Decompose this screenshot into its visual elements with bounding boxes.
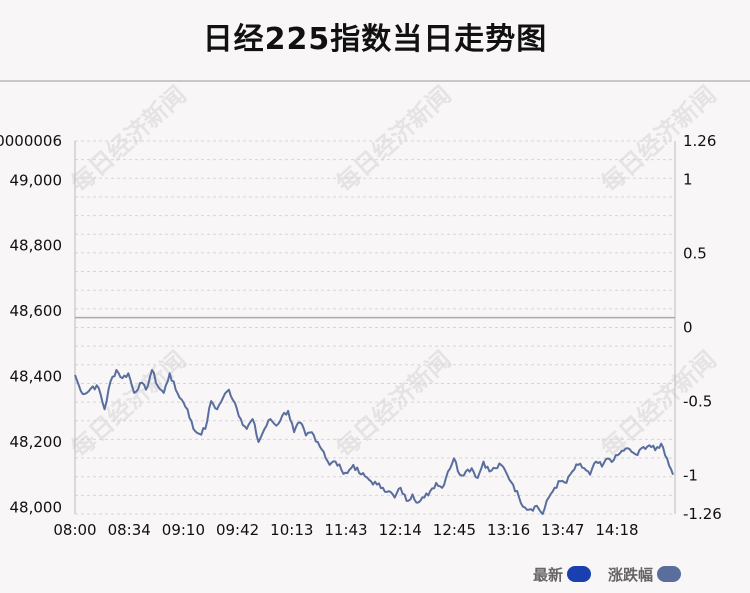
- y-tick-label: 48,600: [10, 302, 63, 320]
- y2-tick-label: -1.26: [683, 505, 722, 523]
- legend-change-label: 涨跌幅: [608, 565, 654, 584]
- x-tick-label: 11:43: [324, 521, 367, 539]
- y-tick-label: 49,000: [10, 171, 63, 189]
- x-tick-label: 13:47: [541, 521, 584, 539]
- x-tick-label: 13:16: [487, 521, 530, 539]
- x-tick-label: 10:13: [270, 521, 313, 539]
- x-tick-label: 09:42: [216, 521, 259, 539]
- y2-tick-label: -1: [683, 467, 698, 485]
- y2-tick-label: 0.5: [683, 244, 707, 262]
- chart-title: 日经225指数当日走势图: [202, 22, 548, 57]
- legend-latest-swatch: [567, 566, 592, 582]
- y2-tick-label: 1: [683, 170, 693, 188]
- legend-change-swatch: [657, 566, 682, 582]
- y2-tick-label: 0: [683, 319, 693, 337]
- y2-tick-label: 1.26: [683, 132, 716, 150]
- x-tick-label: 08:34: [108, 521, 151, 539]
- title-divider: [0, 80, 750, 82]
- y-tick-label: 0000006: [0, 132, 62, 150]
- x-tick-label: 14:18: [595, 521, 638, 539]
- series-line: [74, 369, 674, 515]
- legend-change[interactable]: 涨跌幅: [608, 563, 682, 585]
- y2-tick-label: -0.5: [683, 393, 712, 411]
- y-tick-label: 48,200: [10, 433, 63, 451]
- legend-latest[interactable]: 最新: [533, 563, 592, 585]
- x-tick-label: 08:00: [53, 521, 96, 539]
- y-tick-label: 48,800: [10, 237, 63, 255]
- x-tick-label: 12:14: [379, 521, 422, 539]
- legend-latest-label: 最新: [533, 565, 564, 584]
- x-tick-label: 09:10: [162, 521, 205, 539]
- y-tick-label: 48,400: [10, 368, 63, 386]
- x-tick-label: 12:45: [433, 521, 476, 539]
- y-tick-label: 48,000: [10, 498, 63, 516]
